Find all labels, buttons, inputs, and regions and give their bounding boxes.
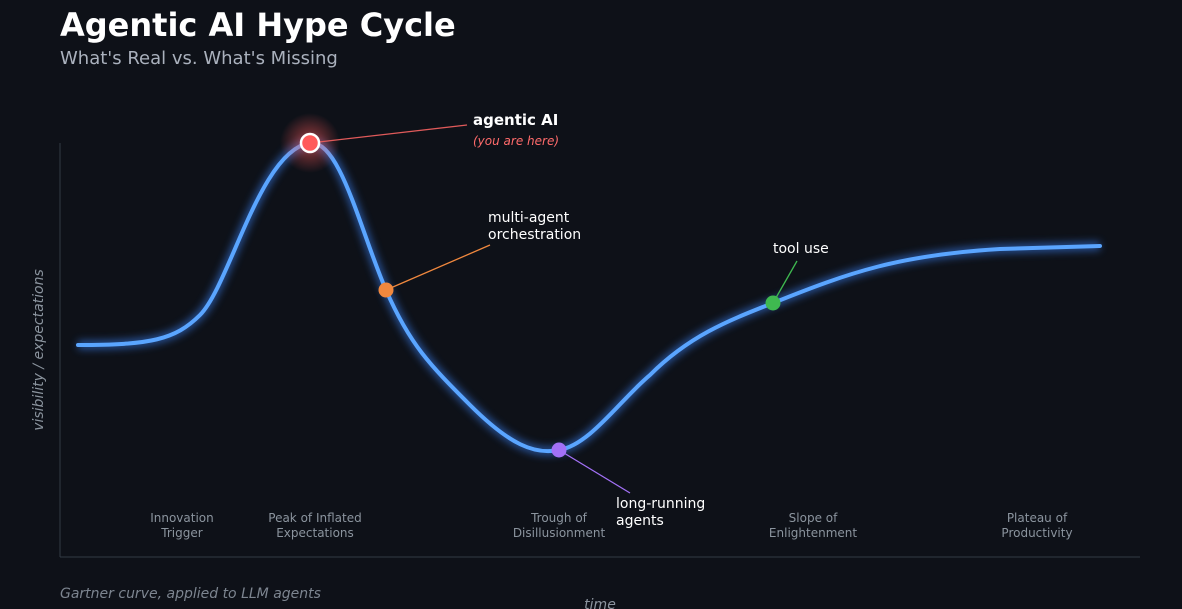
annotation-label: multi-agent orchestration — [488, 210, 581, 243]
leader-line — [558, 449, 631, 494]
annotation-label: tool use — [773, 241, 829, 257]
footer: Gartner curve, applied to LLM agents — [60, 586, 321, 602]
subtitle: What's Real vs. What's Missing — [60, 48, 338, 69]
phase-label: Slope of Enlightenment — [769, 511, 857, 540]
leader-line — [309, 124, 468, 144]
leader-line — [385, 244, 491, 291]
phase-label: Plateau of Productivity — [1001, 511, 1072, 540]
title: Agentic AI Hype Cycle — [60, 6, 456, 44]
descent-marker — [378, 282, 394, 298]
x-axis-label: time — [584, 597, 616, 609]
phase-labels: Innovation Trigger Peak of Inflated Expect… — [150, 511, 1072, 540]
annotation-note: (you are here) — [473, 134, 559, 148]
annotation-label: agentic AI — [473, 111, 558, 129]
trough-marker — [551, 442, 567, 458]
phase-label: Peak of Inflated Expectations — [268, 511, 361, 540]
slope-marker — [765, 295, 781, 311]
phase-label: Innovation Trigger — [150, 511, 214, 540]
peak-marker — [299, 132, 321, 154]
y-axis-label: visibility / expectations — [31, 269, 47, 431]
annotation-label: long-running agents — [616, 496, 705, 529]
phase-label: Trough of Disillusionment — [513, 511, 606, 540]
leader-line — [772, 260, 798, 304]
